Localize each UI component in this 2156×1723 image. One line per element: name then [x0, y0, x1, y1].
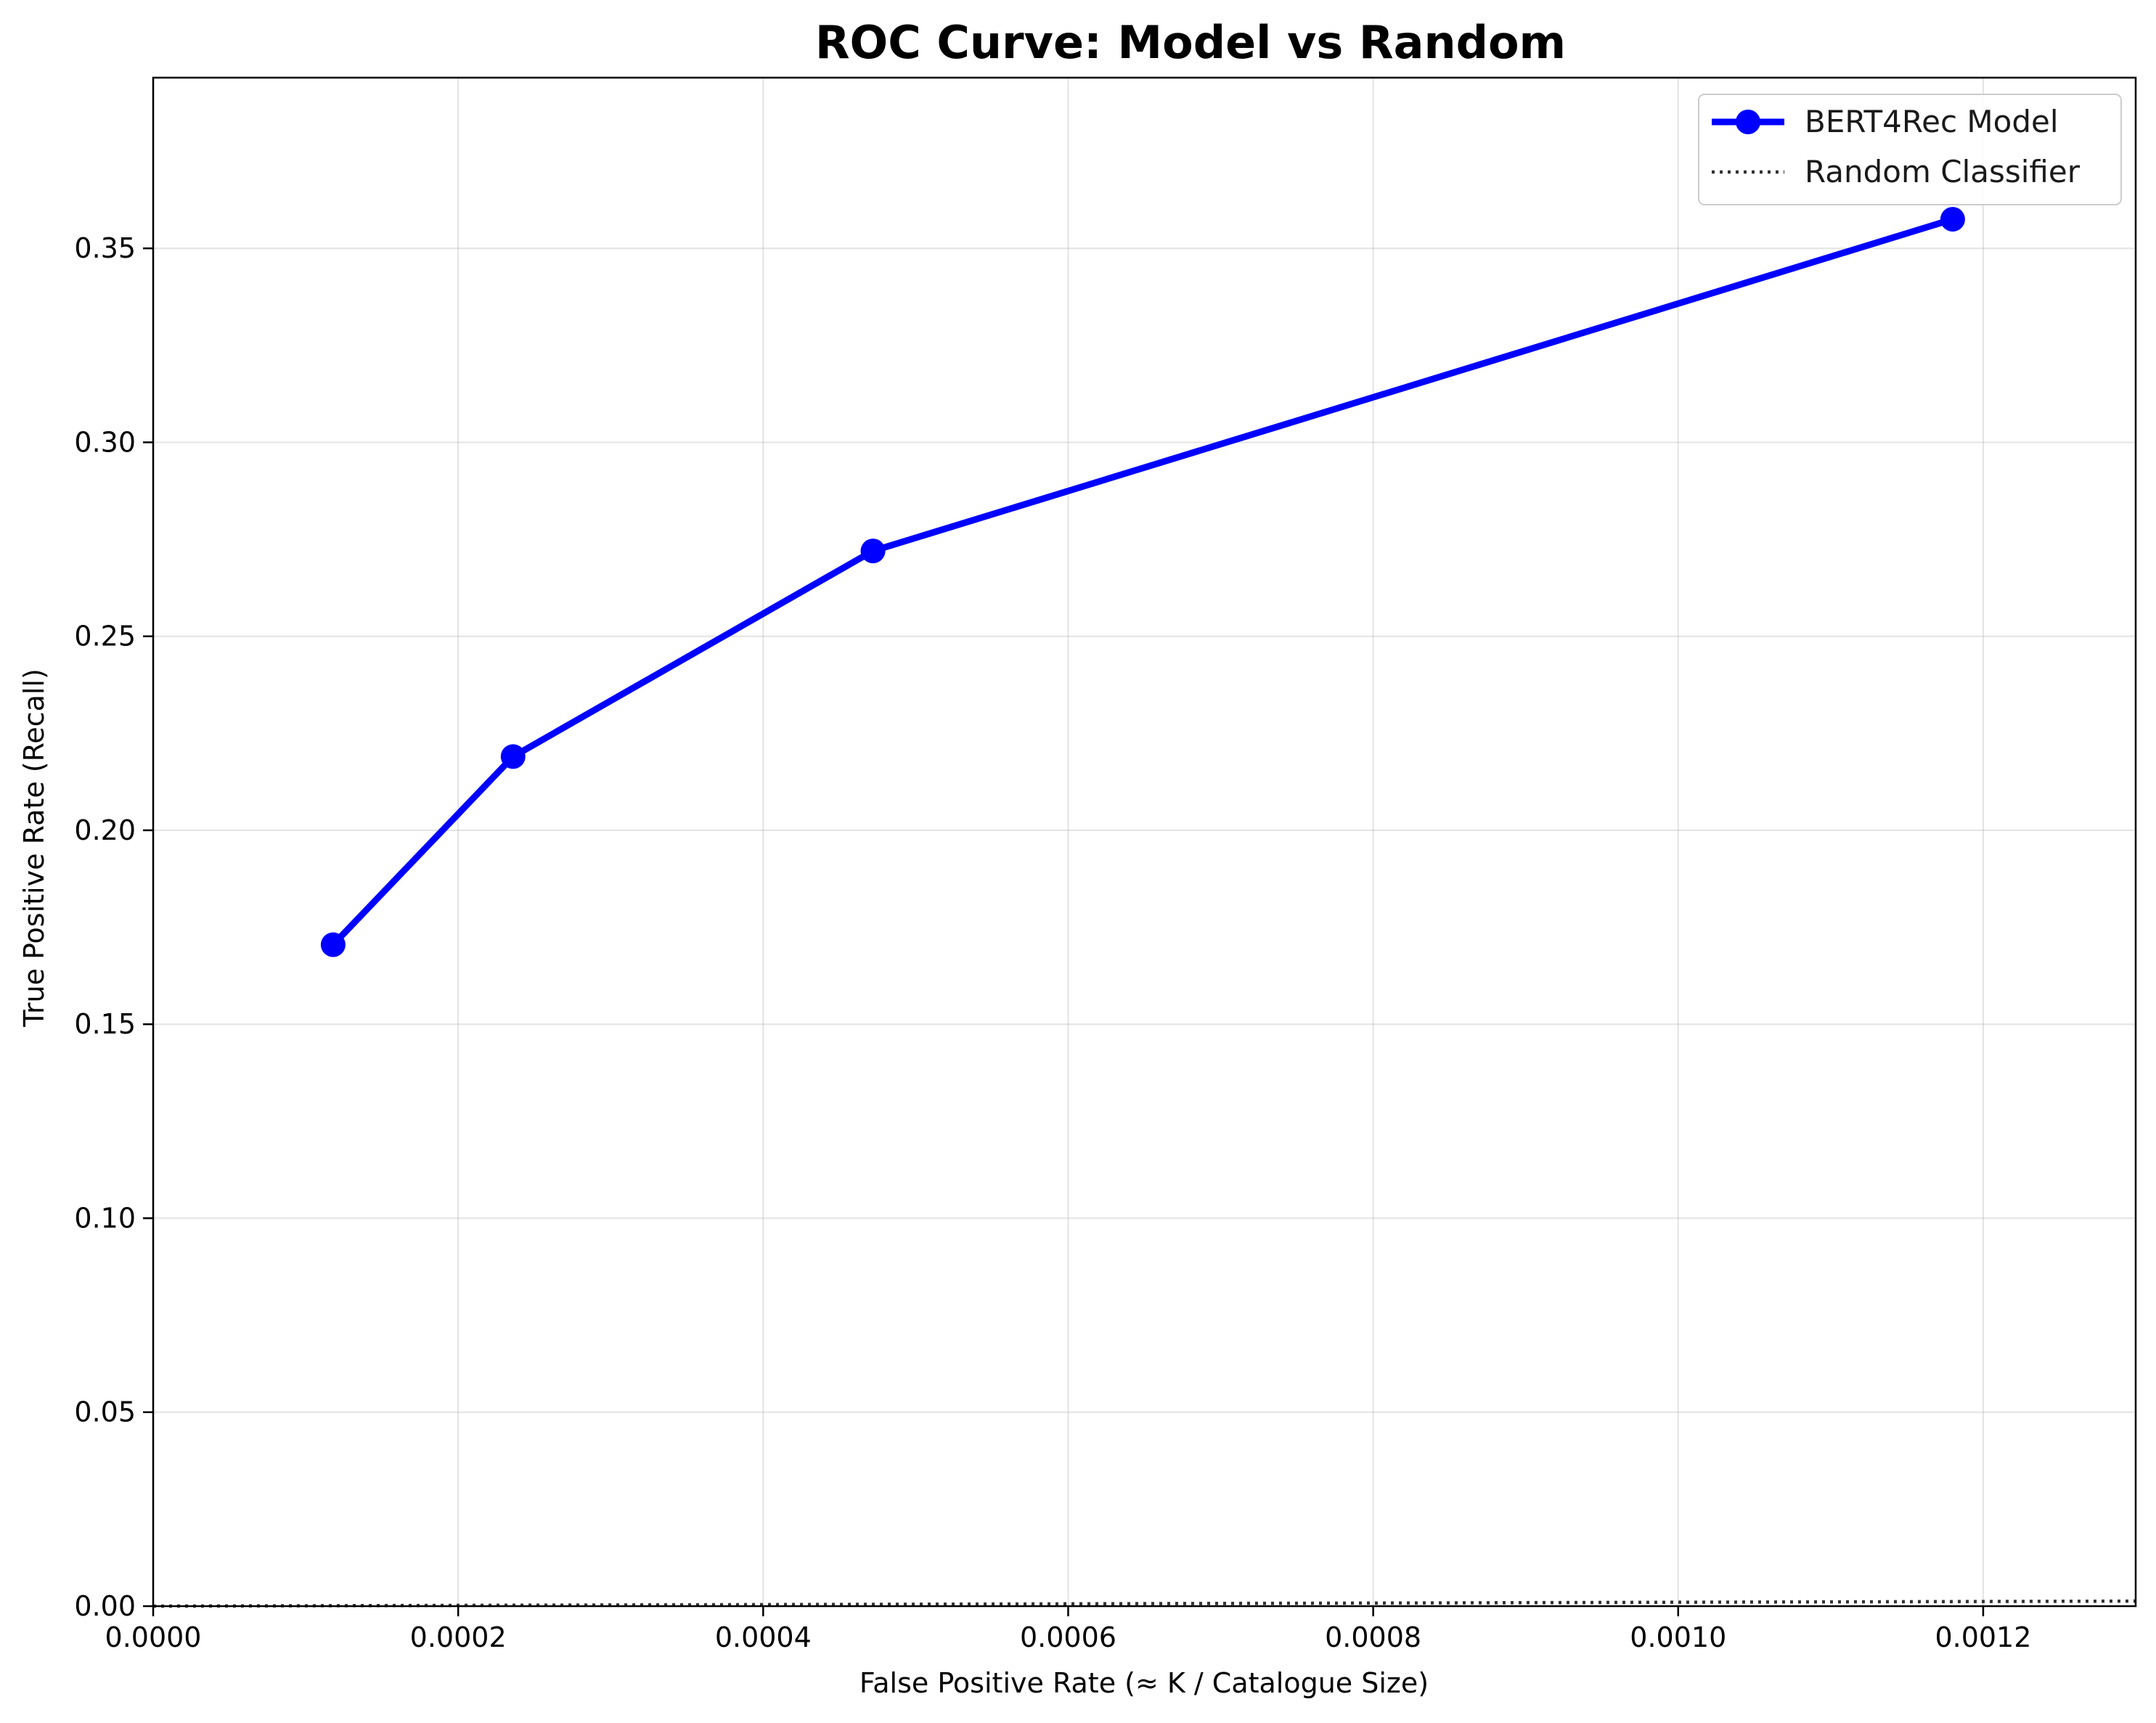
x-tick-label: 0.0012	[1935, 1621, 2031, 1653]
legend-box	[1698, 94, 2122, 205]
legend-model-marker	[1736, 110, 1760, 134]
y-tick-label: 0.05	[74, 1396, 136, 1428]
series-bert4rec-model-point	[500, 744, 526, 769]
series-bert4rec-model-point	[1940, 207, 1965, 232]
chart-title: ROC Curve: Model vs Random	[815, 16, 1566, 69]
grid-lines	[152, 78, 2136, 1607]
x-tick-label: 0.0002	[410, 1621, 507, 1653]
legend: BERT4Rec Model Random Classifier	[1698, 94, 2122, 205]
x-tick-label: 0.0000	[105, 1621, 202, 1653]
plot-area	[152, 207, 2136, 1608]
series-bert4rec-model-point	[860, 539, 886, 564]
x-axis-ticks: 0.0000 0.0002 0.0004 0.0006 0.0008 0.0010 0.00…	[105, 1606, 2031, 1653]
x-tick-label: 0.0006	[1020, 1621, 1116, 1653]
y-axis-label: True Positive Rate (Recall)	[18, 668, 50, 1028]
y-tick-label: 0.35	[74, 232, 136, 264]
series-bert4rec-model-line	[330, 216, 1954, 947]
y-tick-label: 0.15	[74, 1008, 136, 1040]
x-tick-label: 0.0004	[715, 1621, 812, 1653]
series-bert4rec-model-point	[320, 932, 346, 957]
axes-frame	[152, 76, 2137, 1608]
y-tick-label: 0.30	[74, 426, 136, 458]
y-axis-ticks: 0.00 0.05 0.10 0.15 0.20 0.25 0.30 0.35	[74, 232, 153, 1622]
series-random-classifier-line	[152, 1599, 2136, 1608]
legend-random-label: Random Classifier	[1805, 154, 2081, 189]
x-tick-label: 0.0010	[1630, 1621, 1726, 1653]
y-tick-label: 0.20	[74, 814, 136, 846]
y-tick-label: 0.00	[74, 1590, 136, 1622]
y-tick-label: 0.10	[74, 1202, 136, 1234]
y-tick-label: 0.25	[74, 621, 136, 652]
x-axis-label: False Positive Rate (≈ K / Catalogue Siz…	[859, 1667, 1429, 1699]
x-tick-label: 0.0008	[1325, 1621, 1421, 1653]
legend-model-label: BERT4Rec Model	[1805, 104, 2059, 139]
